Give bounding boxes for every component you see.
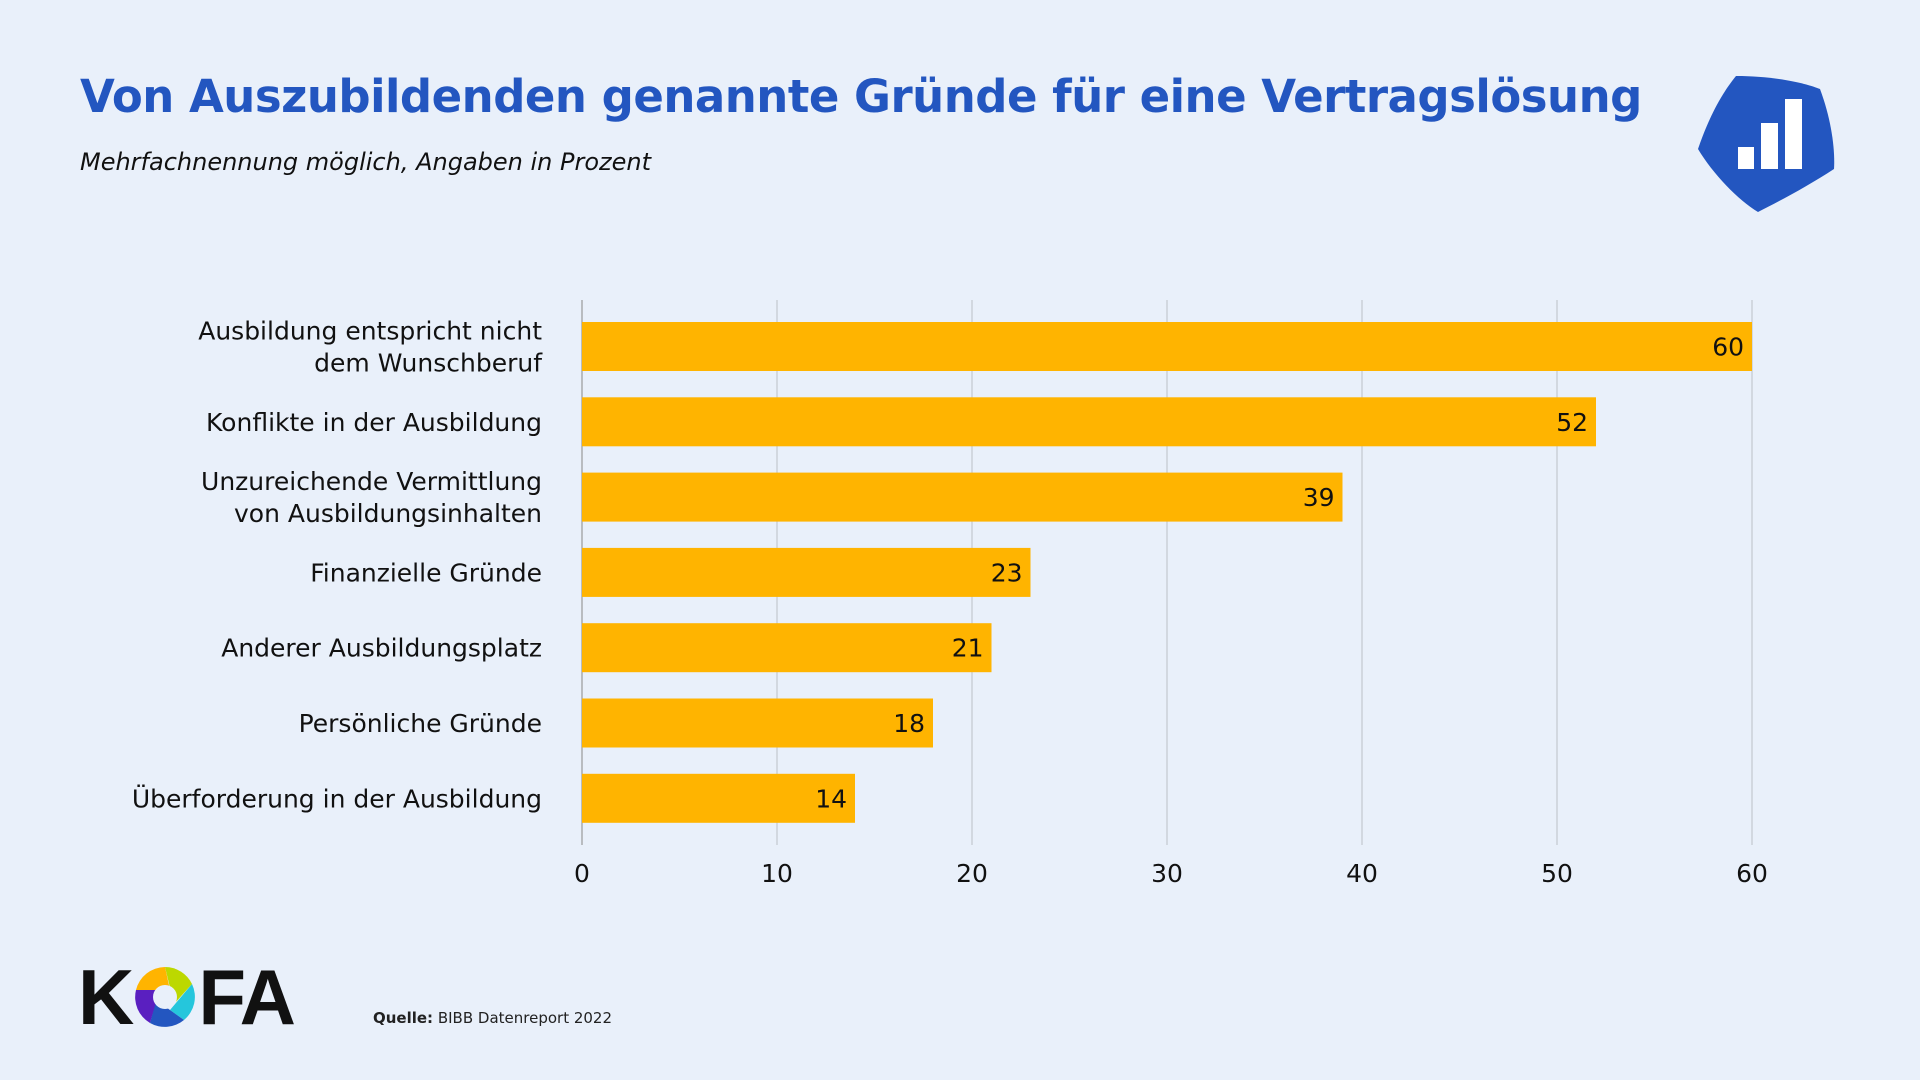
- data-label: 60: [1712, 333, 1744, 362]
- data-label: 52: [1556, 408, 1588, 437]
- data-label: 18: [893, 709, 925, 738]
- bar: [582, 322, 1752, 371]
- bar: [582, 623, 992, 673]
- bar: [582, 773, 855, 823]
- x-tick-label: 60: [1736, 859, 1768, 888]
- bar: [582, 472, 1343, 522]
- data-label: 39: [1303, 483, 1335, 512]
- category-label: Konflikte in der Ausbildung: [206, 408, 542, 437]
- category-label: Ausbildung entspricht nicht dem Wunschber…: [198, 317, 543, 378]
- category-label: Unzureichende Vermittlung von Ausbildungs…: [201, 467, 542, 528]
- bar-chart-icon: [1698, 76, 1835, 212]
- kofa-logo: K FA: [78, 952, 296, 1041]
- category-label: Überforderung in der Ausbildung: [132, 784, 542, 813]
- data-label: 21: [952, 634, 984, 663]
- bar: [582, 397, 1596, 447]
- x-tick-label: 20: [956, 859, 988, 888]
- chart-title: Von Auszubildenden genannte Gründe für e…: [80, 70, 1642, 123]
- source-text: BIBB Datenreport 2022: [437, 1009, 613, 1027]
- x-tick-label: 40: [1346, 859, 1378, 888]
- bar: [582, 547, 1031, 597]
- x-tick-label: 0: [574, 859, 590, 888]
- chart-subtitle: Mehrfachnennung möglich, Angaben in Proz…: [80, 148, 652, 176]
- x-tick-label: 50: [1541, 859, 1573, 888]
- bar: [582, 698, 933, 748]
- category-label: Anderer Ausbildungsplatz: [221, 634, 542, 663]
- x-tick-label: 10: [761, 859, 793, 888]
- data-label: 23: [991, 558, 1023, 587]
- source-label: Quelle:: [373, 1009, 434, 1027]
- data-label: 14: [815, 784, 847, 813]
- category-label: Persönliche Gründe: [299, 709, 542, 738]
- source-note: Quelle: BIBB Datenreport 2022: [373, 1009, 612, 1027]
- category-label: Finanzielle Gründe: [310, 558, 542, 587]
- x-tick-label: 30: [1151, 859, 1183, 888]
